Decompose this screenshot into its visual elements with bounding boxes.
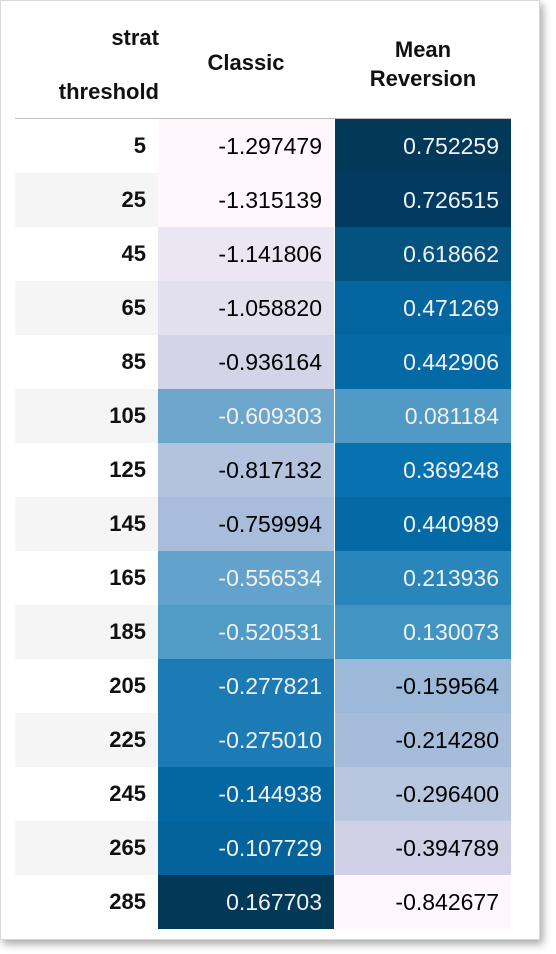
table-header: strat threshold Classic Mean Reversion (15, 11, 511, 119)
table-row: 105 -0.609303 0.081184 (15, 389, 511, 443)
table-row: 145 -0.759994 0.440989 (15, 497, 511, 551)
cell-mean-reversion: -0.394789 (335, 821, 511, 875)
row-index-threshold: 125 (15, 443, 158, 497)
cell-classic: -0.759994 (158, 497, 334, 551)
row-index-threshold: 105 (15, 389, 158, 443)
columns-name-label: strat (111, 25, 159, 50)
cell-classic: 0.167703 (158, 875, 334, 929)
cell-mean-reversion: 0.130073 (335, 605, 511, 659)
cell-classic: -0.277821 (158, 659, 334, 713)
row-index-threshold: 225 (15, 713, 158, 767)
row-index-threshold: 45 (15, 227, 158, 281)
column-header-classic: Classic (207, 50, 285, 75)
styled-table: strat threshold Classic Mean Reversion 5… (15, 11, 511, 929)
cell-mean-reversion: -0.842677 (335, 875, 511, 929)
row-index-threshold: 265 (15, 821, 158, 875)
row-index-threshold: 145 (15, 497, 158, 551)
cell-classic: -0.556534 (158, 551, 334, 605)
table-row: 45 -1.141806 0.618662 (15, 227, 511, 281)
cell-mean-reversion: 0.618662 (335, 227, 511, 281)
cell-classic: -0.275010 (158, 713, 334, 767)
cell-classic: -0.817132 (158, 443, 334, 497)
table-row: 285 0.167703 -0.842677 (15, 875, 511, 929)
cell-classic: -1.315139 (158, 173, 334, 227)
cell-classic: -1.297479 (158, 119, 334, 173)
cell-mean-reversion: -0.296400 (335, 767, 511, 821)
table-row: 205 -0.277821 -0.159564 (15, 659, 511, 713)
table-row: 265 -0.107729 -0.394789 (15, 821, 511, 875)
cell-mean-reversion: 0.213936 (335, 551, 511, 605)
cell-classic: -0.936164 (158, 335, 334, 389)
row-index-threshold: 185 (15, 605, 158, 659)
row-index-threshold: 285 (15, 875, 158, 929)
row-index-threshold: 205 (15, 659, 158, 713)
cell-mean-reversion: -0.159564 (335, 659, 511, 713)
row-index-threshold: 5 (15, 119, 158, 173)
table-body: 5 -1.297479 0.752259 25 -1.315139 0.726515 45-… (15, 119, 511, 929)
cell-mean-reversion: -0.214280 (335, 713, 511, 767)
cell-mean-reversion: 0.752259 (335, 119, 511, 173)
table-row: 185 -0.520531 0.130073 (15, 605, 511, 659)
table-row: 165 -0.556534 0.213936 (15, 551, 511, 605)
table-row: 5 -1.297479 0.752259 (15, 119, 511, 173)
table-row: 225 -0.275010 -0.214280 (15, 713, 511, 767)
cell-classic: -1.058820 (158, 281, 334, 335)
row-index-threshold: 245 (15, 767, 158, 821)
cell-classic: -0.107729 (158, 821, 334, 875)
table-row: 245 -0.144938 -0.296400 (15, 767, 511, 821)
row-index-threshold: 65 (15, 281, 158, 335)
row-index-threshold: 25 (15, 173, 158, 227)
row-index-threshold: 85 (15, 335, 158, 389)
cell-mean-reversion: 0.726515 (335, 173, 511, 227)
cell-mean-reversion: 0.440989 (335, 497, 511, 551)
table-row: 25 -1.315139 0.726515 (15, 173, 511, 227)
row-index-threshold: 165 (15, 551, 158, 605)
cell-mean-reversion: 0.081184 (335, 389, 511, 443)
cell-classic: -0.144938 (158, 767, 334, 821)
cell-mean-reversion: 0.471269 (335, 281, 511, 335)
table-row: 85 -0.936164 0.442906 (15, 335, 511, 389)
table-row: 65 -1.058820 0.471269 (15, 281, 511, 335)
cell-mean-reversion: 0.369248 (335, 443, 511, 497)
column-header-mean-reversion: Mean Reversion (369, 37, 477, 91)
index-name-label: threshold (58, 79, 159, 104)
dataframe-card: strat threshold Classic Mean Reversion 5… (0, 0, 540, 940)
cell-classic: -0.609303 (158, 389, 334, 443)
table-row: 125 -0.817132 0.369248 (15, 443, 511, 497)
cell-classic: -0.520531 (158, 605, 334, 659)
cell-mean-reversion: 0.442906 (335, 335, 511, 389)
cell-classic: -1.141806 (158, 227, 334, 281)
